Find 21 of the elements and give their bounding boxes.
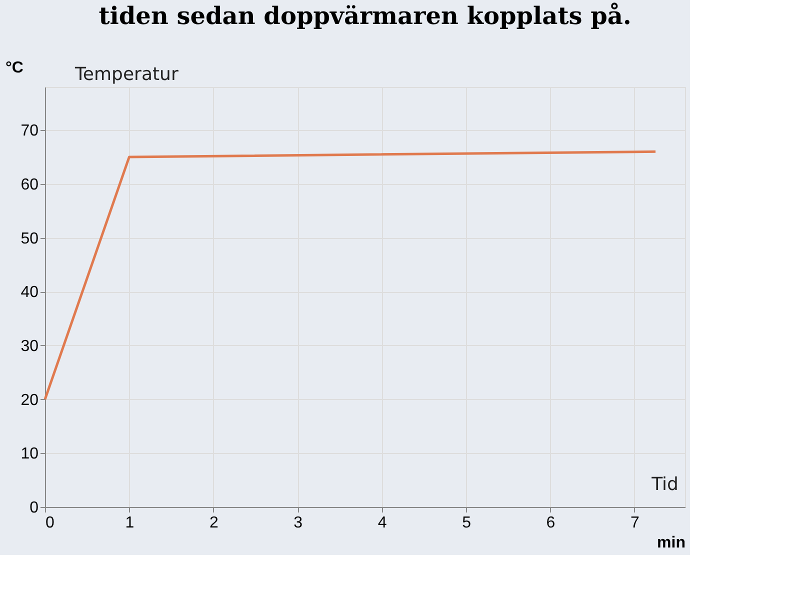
y-tick-label: 40 <box>20 284 39 302</box>
x-tick-label: 5 <box>462 514 472 532</box>
y-tick-label: 70 <box>20 122 39 140</box>
x-tick-label: 1 <box>125 514 134 532</box>
x-axis-title: min <box>657 534 686 552</box>
annotation: Tid <box>650 474 678 495</box>
y-tick-label: 30 <box>20 338 39 355</box>
x-tick-label: 3 <box>294 514 303 532</box>
x-tick-label: 0 <box>46 514 54 532</box>
x-tick-label: 4 <box>378 514 387 532</box>
chart-title: tiden sedan doppvärmaren kopplats på. <box>98 1 632 30</box>
y-axis-title: °C <box>6 60 24 76</box>
x-tick-label: 2 <box>209 514 218 532</box>
y-tick-label: 20 <box>20 392 39 409</box>
y-tick-label: 50 <box>20 230 39 248</box>
y-tick-label: 10 <box>20 446 39 463</box>
text: Temperatur <box>74 64 179 85</box>
y-tick-label: 0 <box>30 500 39 516</box>
x-tick-label: 7 <box>630 514 640 532</box>
x-tick-label: 6 <box>546 514 556 532</box>
y-tick-label: 60 <box>20 176 39 194</box>
